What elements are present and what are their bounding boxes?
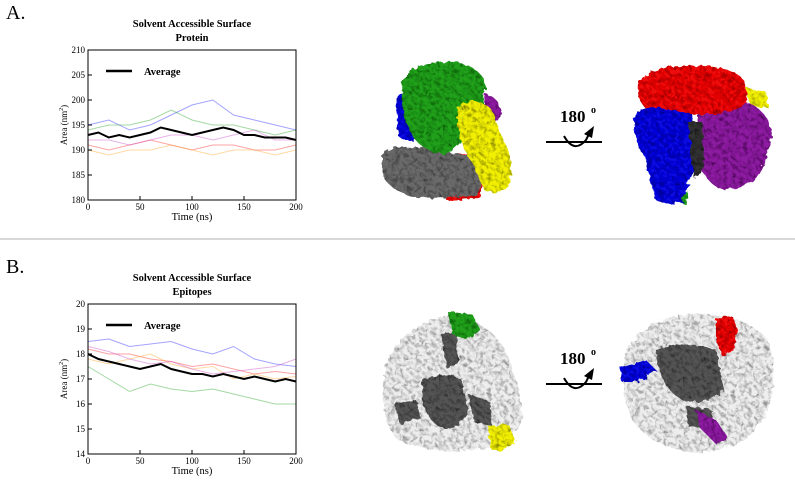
epitope-surface-front-view xyxy=(382,312,522,452)
chart-a-ytick-label: 185 xyxy=(72,170,86,180)
mB2-purple-region xyxy=(696,410,728,444)
chart-a-series-2-line xyxy=(87,109,297,136)
rotation-label-a: 180 xyxy=(560,107,586,126)
chart-a-xlabel: Time (ns) xyxy=(172,212,213,223)
chart-b-xlabel: Time (ns) xyxy=(172,466,213,477)
chart-a-ytick-label: 180 xyxy=(72,195,86,205)
chart-b-subtitle: Epitopes xyxy=(172,287,211,298)
chart-a-series-4-line xyxy=(87,144,297,156)
mA2-red-region xyxy=(637,65,748,116)
mB-green-region xyxy=(448,312,480,340)
chart-a-xtick-label: 150 xyxy=(237,202,251,212)
chart-b-series-2-line xyxy=(87,366,296,405)
mB-dark2-region xyxy=(468,394,492,426)
chart-a-xtick-label: 100 xyxy=(185,202,199,212)
chart-b-series-3-line xyxy=(87,348,297,375)
mA2-purple-region xyxy=(698,102,772,189)
chart-b-title: Solvent Accessible Surface xyxy=(133,273,252,284)
chart-b-xtick-label: 150 xyxy=(237,456,251,466)
mB2-blue-region xyxy=(620,360,656,382)
chart-b-xtick-label: 0 xyxy=(86,456,91,466)
epitope-surface-back-view xyxy=(620,314,774,452)
chart-b-series-4-line xyxy=(87,353,297,380)
mB-dark1-region xyxy=(421,375,468,429)
chart-a-xtick-label: 0 xyxy=(86,202,91,212)
rotation-degree-b: o xyxy=(591,347,596,358)
chart-b-legend-label: Average xyxy=(144,321,181,332)
chart-a-series-3-line xyxy=(87,139,297,151)
panel-letter-b: B. xyxy=(6,256,25,278)
chart-a-ytick-label: 190 xyxy=(72,145,86,155)
chart-a-average-line xyxy=(87,126,297,141)
chart-b-ytick-label: 14 xyxy=(76,449,86,459)
chart-b-ytick-label: 19 xyxy=(76,324,86,334)
sasa-epitopes-chart: Solvent Accessible Surface Epitopes 0 50 100… xyxy=(59,273,303,477)
chart-b-xtick-label: 100 xyxy=(185,456,199,466)
mA2-blue-region xyxy=(634,107,696,205)
mB2-red-region xyxy=(716,316,738,356)
panel-divider xyxy=(0,238,795,240)
chart-b-series-5-line xyxy=(87,346,297,375)
chart-b-xtick-label: 200 xyxy=(289,456,303,466)
mB2-dark1-region xyxy=(656,345,724,402)
chart-a-subtitle: Protein xyxy=(175,33,208,44)
protein-surface-front-view xyxy=(382,61,512,200)
chart-b-ytick-label: 15 xyxy=(76,424,86,434)
panel-letter-a: A. xyxy=(6,2,26,24)
protein-surface-back-view xyxy=(634,65,772,205)
chart-b-series-1-line xyxy=(87,338,297,367)
mA-gray-region xyxy=(382,146,484,198)
chart-a-title: Solvent Accessible Surface xyxy=(133,19,252,30)
chart-b-xtick-label: 50 xyxy=(136,456,146,466)
chart-a-ytick-label: 205 xyxy=(72,70,86,80)
mA-yellow-region xyxy=(457,100,512,193)
chart-b-average-line xyxy=(87,353,297,383)
rotation-180-icon: 180 o xyxy=(546,347,602,389)
chart-b-ytick-label: 18 xyxy=(76,349,86,359)
chart-a-legend-label: Average xyxy=(144,67,181,78)
chart-a-xtick-label: 200 xyxy=(289,202,303,212)
rotation-label-b: 180 xyxy=(560,349,586,368)
chart-a-series-1-line xyxy=(87,99,297,131)
chart-b-ytick-label: 20 xyxy=(76,299,86,309)
chart-b-ylabel: Area (nm2) xyxy=(59,359,69,399)
chart-a-ylabel: Area (nm2) xyxy=(59,105,69,145)
chart-a-ytick-label: 200 xyxy=(72,95,86,105)
chart-a-ytick-label: 210 xyxy=(72,45,86,55)
mB-yellow-region xyxy=(488,424,516,452)
chart-b-ytick-label: 16 xyxy=(76,399,86,409)
chart-a-ytick-label: 195 xyxy=(72,120,86,130)
mB-dark3-region xyxy=(394,400,420,424)
sasa-protein-chart: Solvent Accessible Surface Protein 0 50 100 1… xyxy=(59,19,303,223)
chart-b-ytick-label: 17 xyxy=(76,374,86,384)
rotation-degree-a: o xyxy=(591,105,596,116)
rotation-180-icon: 180 o xyxy=(546,105,602,147)
chart-a-xtick-label: 50 xyxy=(136,202,146,212)
mB-dark4-region xyxy=(442,332,458,368)
mA2-yellow-region xyxy=(746,88,768,108)
mA2-dark-region xyxy=(688,122,704,178)
